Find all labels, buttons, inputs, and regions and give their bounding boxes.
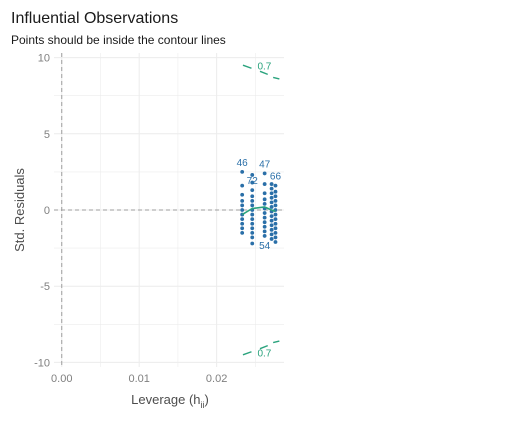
data-point: [262, 182, 267, 186]
x-tick-label: 0.01: [128, 373, 149, 385]
data-point: [250, 188, 255, 193]
data-point: [273, 217, 278, 222]
contour-line: [259, 345, 268, 350]
data-point: [262, 202, 267, 206]
data-point: [240, 183, 245, 188]
data-point: [240, 208, 245, 212]
contour-line: [242, 64, 252, 69]
data-point: [273, 230, 278, 235]
y-tick-label: 10: [38, 53, 50, 65]
data-point: [273, 183, 278, 188]
x-tick-label: 0.00: [51, 373, 72, 385]
data-point: [262, 234, 267, 238]
data-point: [273, 203, 278, 208]
data-point: [250, 226, 255, 231]
data-point: [269, 205, 274, 209]
x-axis-label: Leverage (hii): [131, 392, 209, 410]
data-point: [250, 235, 255, 240]
contour-line: [272, 76, 280, 80]
data-point: [240, 230, 245, 235]
axis-ticks: 0.00 0.01 0.02 10 5 0 -5 -10: [34, 53, 227, 385]
x-axis-label-subscript: ii: [201, 400, 205, 410]
data-point: [250, 203, 255, 208]
smooth-line-group: [241, 206, 276, 216]
point-label: 47: [259, 159, 271, 170]
data-point: [240, 198, 245, 203]
data-point: [250, 241, 255, 246]
data-point: [240, 169, 245, 174]
contour-line: [259, 70, 268, 75]
data-point: [269, 186, 274, 191]
y-tick-label: 5: [44, 129, 50, 141]
smooth-line: [241, 206, 276, 216]
data-point: [262, 220, 267, 225]
data-point: [269, 227, 274, 232]
data-point: [269, 237, 274, 241]
contour-line: [272, 340, 280, 344]
data-point: [240, 226, 245, 231]
data-point: [250, 198, 255, 203]
data-point: [269, 191, 274, 196]
data-point: [269, 195, 274, 200]
y-tick-label: -10: [34, 357, 50, 369]
point-label: 72: [247, 176, 259, 187]
point-label: 66: [270, 172, 282, 183]
data-point: [269, 200, 274, 205]
data-point: [273, 240, 278, 244]
x-axis-label-main: Leverage (h: [131, 392, 200, 407]
data-point: [262, 191, 267, 196]
y-axis-label: Std. Residuals: [12, 168, 27, 252]
data-point: [273, 212, 278, 217]
data-point: [240, 221, 245, 226]
contour-lines: 0.7 0.7: [242, 62, 280, 359]
data-point: [273, 189, 278, 194]
grid-lines: [54, 53, 284, 367]
data-point: [273, 221, 278, 226]
data-point: [269, 223, 274, 228]
data-point: [262, 229, 267, 234]
data-point: [273, 198, 278, 203]
x-axis-label-close: ): [205, 392, 209, 407]
data-point: [262, 171, 267, 176]
point-label: 54: [259, 241, 271, 252]
chart-subtitle: Points should be inside the contour line…: [11, 33, 226, 47]
chart-title: Influential Observations: [11, 10, 179, 27]
data-point: [250, 180, 255, 185]
data-point: [250, 230, 255, 235]
point-label: 46: [237, 158, 249, 169]
data-point: [240, 203, 245, 208]
data-point: [250, 173, 255, 177]
data-point: [262, 215, 267, 220]
contour-label: 0.7: [257, 62, 271, 73]
y-tick-label: 0: [44, 205, 50, 217]
data-point: [262, 224, 267, 229]
reference-lines: [54, 53, 284, 367]
data-point: [273, 194, 278, 199]
data-point: [273, 235, 278, 240]
data-point: [240, 192, 245, 197]
data-point: [269, 232, 274, 237]
data-point: [250, 221, 255, 226]
data-point: [269, 214, 274, 218]
data-point: [269, 218, 274, 223]
data-point: [250, 194, 255, 199]
data-point: [269, 182, 274, 186]
y-tick-label: -5: [40, 281, 50, 293]
data-point: [262, 211, 267, 215]
contour-line: [242, 351, 252, 356]
data-point: [250, 212, 255, 217]
data-point: [262, 197, 267, 202]
data-point: [250, 217, 255, 222]
data-point: [273, 226, 278, 231]
contour-label: 0.7: [257, 348, 271, 359]
data-point: [240, 217, 245, 222]
x-tick-label: 0.02: [206, 373, 227, 385]
